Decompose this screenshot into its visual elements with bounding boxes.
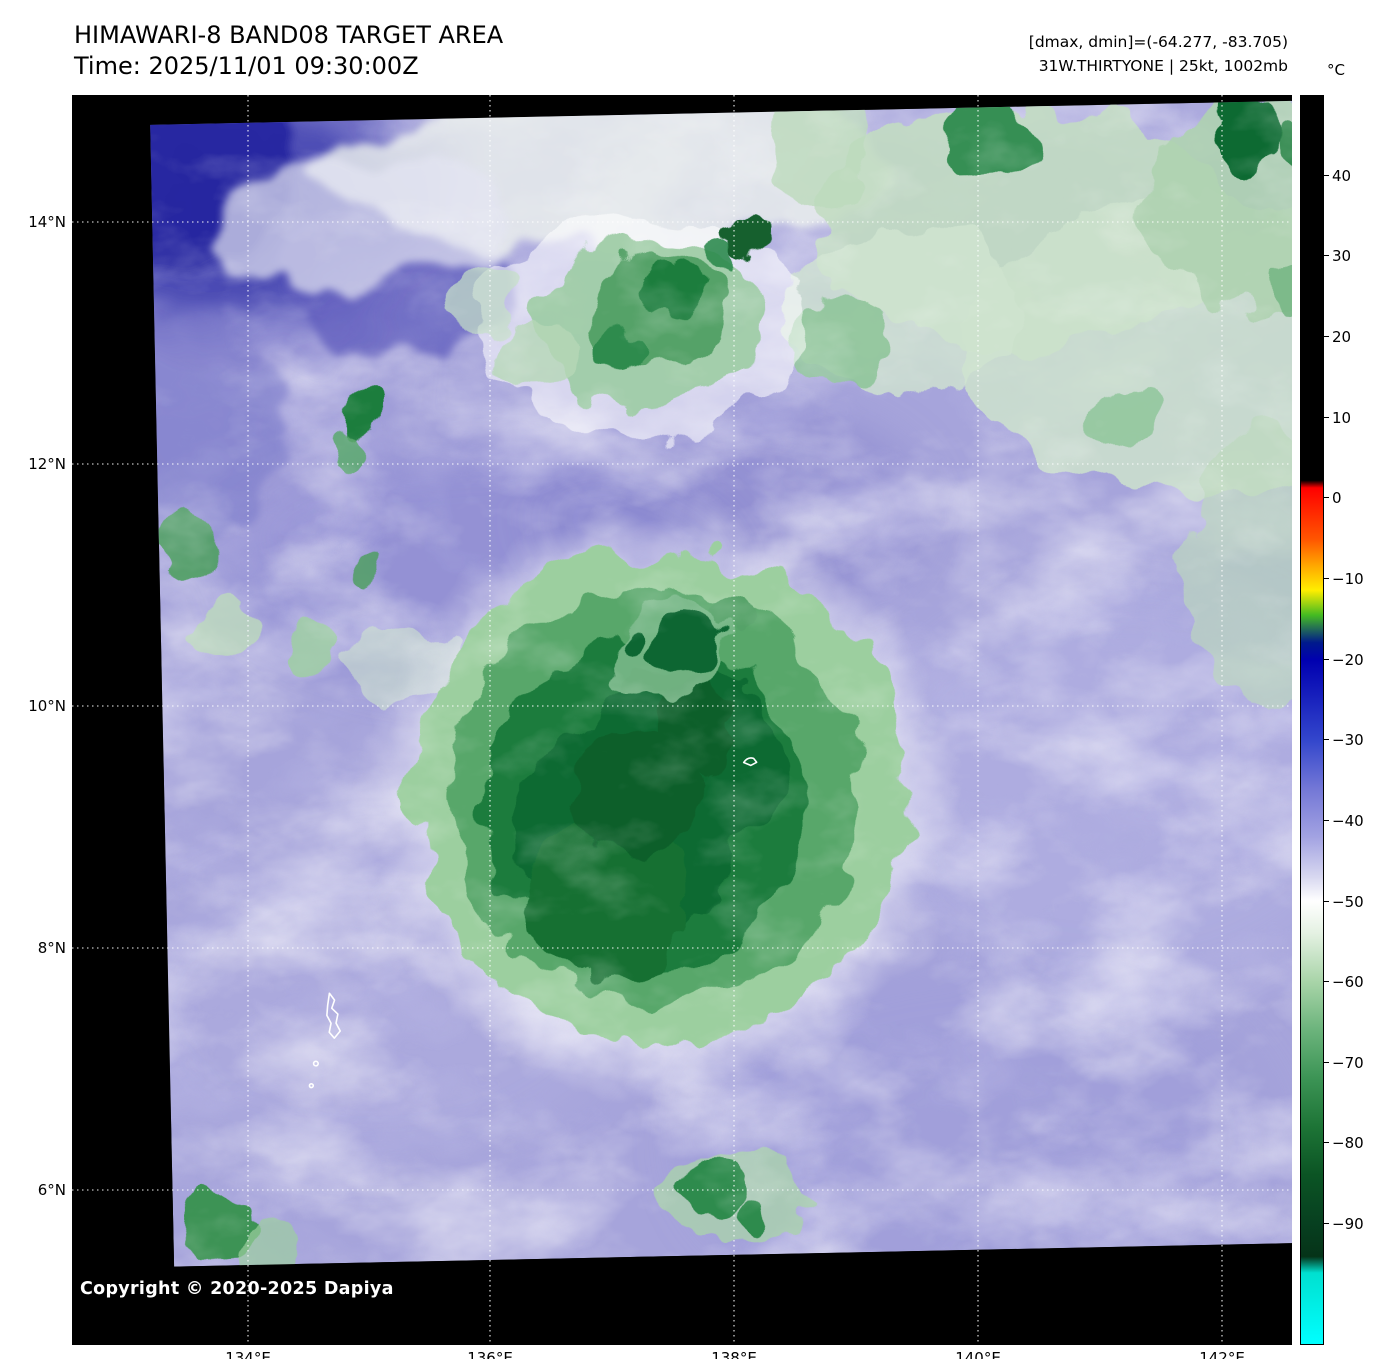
lat-label-14n: 14°N (28, 213, 66, 231)
lon-label-142e: 142°E (1199, 1349, 1245, 1359)
lon-label-140e: 140°E (955, 1349, 1001, 1359)
satellite-swath (150, 100, 1292, 1267)
colorbar-tick-m50: −50 (1323, 893, 1364, 911)
colorbar-tick-m60: −60 (1323, 973, 1364, 991)
colorbar-unit-label: °C (1327, 61, 1345, 79)
graticule (72, 95, 1292, 1345)
dmax-dmin-label: [dmax, dmin]=(-64.277, -83.705) (1028, 33, 1288, 51)
colorbar-tick-m40: −40 (1323, 812, 1364, 830)
island-outlines (308, 757, 758, 1089)
time-label: Time: 2025/11/01 09:30:00Z (74, 52, 419, 80)
colorbar-tick-10: 10 (1322, 409, 1352, 427)
colorbar-tick-m20: −20 (1323, 651, 1364, 669)
copyright-label: Copyright © 2020-2025 Dapiya (80, 1279, 394, 1299)
lon-label-134e: 134°E (225, 1349, 271, 1359)
page-title: HIMAWARI-8 BAND08 TARGET AREA (74, 21, 504, 49)
colorbar-tick-0: 0 (1323, 489, 1342, 507)
satellite-image (72, 95, 1292, 1345)
colorbar (1300, 95, 1324, 1345)
colorbar-tick-m70: −70 (1323, 1054, 1364, 1072)
colorbar-tick-m10: −10 (1323, 570, 1364, 588)
satellite-plot: Copyright © 2020-2025 Dapiya (72, 95, 1292, 1345)
lon-label-136e: 136°E (467, 1349, 513, 1359)
colorbar-tick-m30: −30 (1323, 731, 1364, 749)
colorbar-tick-m80: −80 (1323, 1134, 1364, 1152)
lat-label-12n: 12°N (28, 455, 66, 473)
colorbar-tick-40: 40 (1322, 167, 1352, 185)
colorbar-tick-m90: −90 (1323, 1215, 1364, 1233)
lon-label-138e: 138°E (711, 1349, 757, 1359)
lat-label-10n: 10°N (28, 697, 66, 715)
storm-info-label: 31W.THIRTYONE | 25kt, 1002mb (1038, 57, 1288, 75)
colorbar-tick-30: 30 (1322, 247, 1352, 265)
header-left: HIMAWARI-8 BAND08 TARGET AREA Time: 2025… (74, 20, 503, 82)
lat-label-6n: 6°N (37, 1181, 66, 1199)
header-right: [dmax, dmin]=(-64.277, -83.705) 31W.THIR… (1029, 30, 1288, 78)
fine-cloud-streaks (150, 100, 1292, 1267)
colorbar-tick-20: 20 (1322, 328, 1352, 346)
lat-label-8n: 8°N (37, 939, 66, 957)
